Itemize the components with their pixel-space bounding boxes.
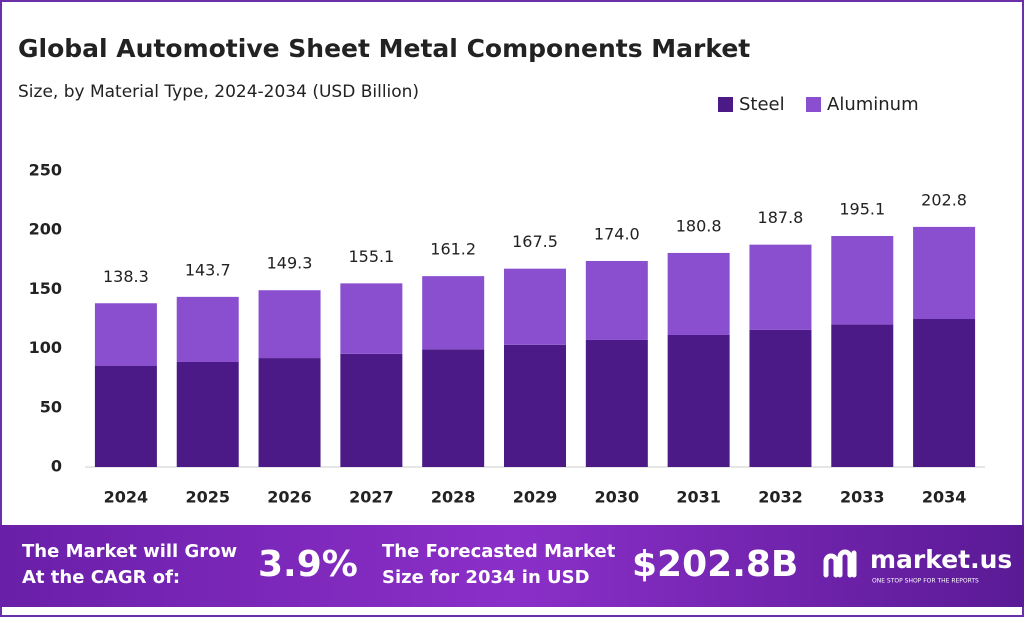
bar-segment <box>585 339 648 467</box>
legend-swatch <box>806 97 821 112</box>
x-tick-label: 2034 <box>922 488 967 507</box>
bar-segment <box>258 290 321 359</box>
bar-segment <box>176 296 239 362</box>
total-label: 167.5 <box>512 232 558 251</box>
y-tick-label: 150 <box>29 279 62 298</box>
bar-segment <box>913 226 976 319</box>
x-tick-label: 2027 <box>349 488 394 507</box>
footer-text: At the CAGR of: <box>22 567 180 588</box>
x-tick-label: 2028 <box>431 488 476 507</box>
legend-label: Aluminum <box>827 94 919 115</box>
y-tick-label: 100 <box>29 338 62 357</box>
total-label: 195.1 <box>839 200 885 219</box>
footer-text: The Forecasted Market <box>382 541 616 562</box>
x-tick-label: 2024 <box>104 488 149 507</box>
x-tick-label: 2026 <box>267 488 312 507</box>
x-tick-label: 2032 <box>758 488 803 507</box>
footer-value: 3.9% <box>258 544 358 585</box>
bar-segment <box>831 324 894 467</box>
y-tick-label: 250 <box>29 161 62 180</box>
logo-icon <box>823 549 857 578</box>
x-tick-label: 2031 <box>676 488 721 507</box>
legend-swatch <box>718 97 733 112</box>
bar-segment <box>94 303 157 367</box>
x-tick-label: 2033 <box>840 488 885 507</box>
total-label: 149.3 <box>267 254 313 273</box>
tagline: ONE STOP SHOP FOR THE REPORTS <box>872 578 979 585</box>
total-label: 202.8 <box>921 190 967 209</box>
bar-segment <box>667 334 730 467</box>
bar-segment <box>258 358 321 467</box>
bar-segment <box>94 366 157 467</box>
chart-subtitle: Size, by Material Type, 2024-2034 (USD B… <box>18 82 419 102</box>
brand: market.us <box>870 545 1012 574</box>
bar-segment <box>422 349 485 467</box>
bar-segment <box>422 276 485 350</box>
y-tick-label: 200 <box>29 220 62 239</box>
x-tick-label: 2025 <box>185 488 230 507</box>
bar-segment <box>913 319 976 467</box>
bar-segment <box>585 260 648 340</box>
total-label: 155.1 <box>348 247 394 266</box>
total-label: 161.2 <box>430 240 476 259</box>
bar-segment <box>504 344 566 467</box>
total-label: 138.3 <box>103 267 149 286</box>
chart-title: Global Automotive Sheet Metal Components… <box>18 34 750 63</box>
total-label: 187.8 <box>758 208 804 227</box>
footer-text: Size for 2034 in USD <box>382 567 590 588</box>
bar-segment <box>340 283 403 354</box>
x-tick-label: 2030 <box>595 488 640 507</box>
bar-segment <box>667 252 730 335</box>
footer-value: $202.8B <box>632 544 798 585</box>
bar-segment <box>749 329 812 467</box>
footer-text: The Market will Grow <box>22 541 237 562</box>
y-tick-label: 0 <box>51 457 62 476</box>
total-label: 180.8 <box>676 216 722 235</box>
bar-segment <box>831 236 894 325</box>
y-tick-label: 50 <box>40 397 62 416</box>
total-label: 143.7 <box>185 260 231 279</box>
bar-segment <box>504 268 566 345</box>
total-label: 174.0 <box>594 224 640 243</box>
bar-segment <box>340 353 403 467</box>
bar-segment <box>749 244 812 330</box>
logo: market.us ONE STOP SHOP FOR THE REPORTS <box>823 545 1012 585</box>
legend-label: Steel <box>739 94 785 115</box>
bar-segment <box>176 361 239 467</box>
x-tick-label: 2029 <box>513 488 558 507</box>
